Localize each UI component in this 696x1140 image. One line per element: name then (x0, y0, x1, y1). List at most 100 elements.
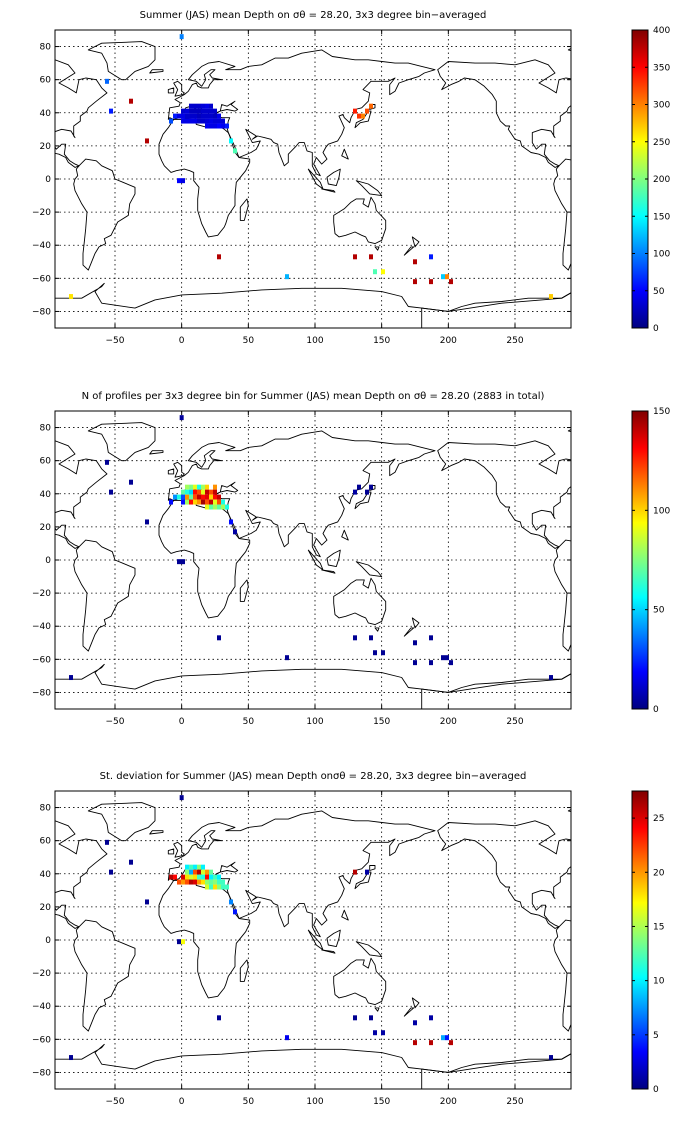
coastline (553, 539, 571, 652)
data-cell (205, 108, 209, 114)
x-tick-label: 100 (306, 336, 323, 346)
data-cell (201, 869, 205, 875)
data-cell (221, 123, 225, 129)
data-cell (365, 869, 369, 875)
y-tick-label: −80 (32, 1068, 51, 1078)
data-cell (213, 484, 217, 490)
data-cell (201, 874, 205, 880)
map-title: N of profiles per 3x3 degree bin for Sum… (82, 391, 545, 402)
coastline (648, 469, 653, 474)
data-cell (205, 103, 209, 109)
x-tick-label: 250 (506, 717, 523, 727)
data-cell (213, 118, 217, 124)
coastline (149, 830, 164, 835)
x-tick-label: 100 (306, 1097, 323, 1107)
y-tick-label: 80 (40, 43, 52, 53)
data-cell (213, 123, 217, 129)
data-cells (69, 415, 553, 681)
data-cell (185, 874, 189, 880)
data-cell (189, 879, 193, 885)
data-cell (449, 279, 453, 285)
data-cell (145, 138, 149, 144)
data-cell (369, 484, 373, 490)
map-panel-3: −50 0 50 100 150 200 250806040200−20−40−60−80S… (32, 771, 665, 1107)
data-cell (229, 138, 233, 144)
data-cell (189, 118, 193, 124)
data-cell (221, 499, 225, 505)
data-cell (197, 499, 201, 505)
colorbar-tick-label: 300 (653, 101, 670, 111)
data-cell (177, 494, 181, 500)
data-cell (181, 874, 185, 880)
data-cell (193, 108, 197, 114)
coastline (326, 929, 341, 948)
coastline (553, 158, 571, 271)
data-cell (429, 660, 433, 666)
data-cell (181, 494, 185, 500)
coastline (149, 450, 164, 455)
y-tick-label: −60 (32, 1035, 51, 1045)
coastline (421, 292, 571, 328)
data-cell (189, 484, 193, 490)
data-cell (201, 118, 205, 124)
data-cell (209, 874, 213, 880)
y-tick-label: 80 (40, 804, 52, 814)
data-cell (429, 279, 433, 285)
data-cell (179, 795, 184, 801)
y-tick-label: 20 (40, 142, 52, 152)
data-cell (221, 118, 225, 124)
y-tick-label: −60 (32, 655, 51, 665)
data-cell (197, 869, 201, 875)
data-cell (205, 879, 209, 885)
coastline (567, 809, 571, 813)
data-cell (169, 874, 173, 880)
x-tick-label: 150 (373, 336, 390, 346)
data-cell (413, 259, 417, 265)
data-cell (209, 489, 213, 495)
data-cell (201, 489, 205, 495)
data-cell (285, 1035, 289, 1041)
data-cell (549, 1055, 553, 1061)
coastline (73, 919, 136, 1032)
data-cell (209, 499, 213, 505)
data-cell (429, 635, 433, 641)
data-cell (193, 494, 197, 500)
coastline (354, 491, 372, 510)
coastline (55, 59, 108, 168)
coastline (341, 909, 349, 921)
x-tick-label: −50 (106, 1097, 125, 1107)
colorbar-tick-label: 150 (653, 407, 670, 417)
data-cell (69, 675, 73, 681)
data-cell (181, 118, 185, 124)
data-cell (361, 113, 365, 119)
data-cell (209, 113, 213, 119)
data-cell (193, 864, 197, 870)
data-cell (217, 254, 221, 260)
colorbar-tick-label: 150 (653, 212, 670, 222)
x-tick-label: 250 (506, 336, 523, 346)
data-cell (189, 108, 193, 114)
data-cell (381, 650, 385, 656)
x-tick-label: 0 (179, 336, 185, 346)
coastline (326, 549, 341, 568)
y-tick-label: −20 (32, 589, 51, 599)
coastline (553, 919, 571, 1032)
grid (55, 411, 571, 709)
x-tick-label: 50 (243, 1097, 255, 1107)
data-cell (189, 113, 193, 119)
data-cell (201, 879, 205, 885)
data-cell (209, 123, 213, 129)
data-cell (441, 655, 445, 661)
coastline (403, 627, 415, 637)
data-cell (233, 909, 237, 915)
coastline (87, 802, 156, 842)
colorbar (631, 410, 649, 710)
coastline (173, 461, 185, 478)
data-cell (145, 519, 149, 525)
data-cell (193, 113, 197, 119)
data-cell (445, 1035, 449, 1041)
data-cell (185, 879, 189, 885)
data-cell (217, 113, 221, 119)
data-cell (373, 269, 377, 275)
data-cell (197, 864, 201, 870)
